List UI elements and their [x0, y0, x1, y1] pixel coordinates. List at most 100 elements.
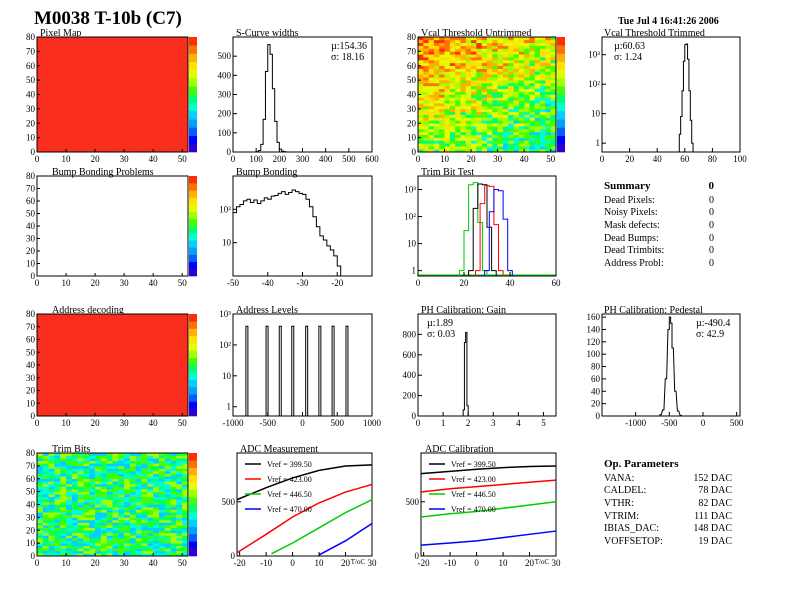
heatmap-cell [112, 460, 119, 464]
heatmap-cell [42, 525, 49, 528]
heatmap-cell [83, 496, 90, 500]
heatmap-cell [42, 453, 49, 456]
heatmap-cell [433, 68, 440, 72]
heatmap-cell [153, 522, 160, 526]
heatmap-cell [540, 88, 546, 92]
heatmap-cell [476, 97, 482, 101]
heatmap-cell [71, 545, 78, 549]
heatmap-cell [433, 42, 440, 46]
heatmap-cell [433, 74, 440, 78]
heatmap-cell [170, 458, 177, 462]
heatmap-cell [95, 453, 102, 456]
heatmap-cell [153, 494, 160, 498]
heatmap-cell [518, 140, 525, 144]
palette-swatch [189, 261, 197, 270]
heatmap-cell [135, 460, 142, 464]
heatmap-cell [518, 88, 525, 92]
heatmap-cell [176, 471, 183, 474]
heatmap-cell [471, 51, 477, 55]
heatmap-cell [444, 62, 451, 67]
heatmap-cell [524, 143, 530, 147]
heatmap-cell [124, 499, 131, 503]
heatmap-cell [492, 111, 498, 115]
heatmap-cell [66, 543, 73, 546]
heatmap-cell [465, 123, 472, 127]
heatmap-cell [444, 57, 451, 61]
heatmap-cell [124, 525, 131, 528]
heatmap-cell [42, 550, 49, 554]
heatmap-cell [433, 106, 440, 110]
heatmap-cell [481, 37, 488, 41]
heatmap-cell [182, 509, 189, 513]
heatmap-cell [471, 74, 477, 78]
summary-value: 0 [709, 194, 714, 206]
heatmap-cell [124, 483, 131, 487]
heatmap-cell [550, 100, 557, 104]
heatmap-cell [418, 108, 424, 113]
heatmap-cell [164, 481, 171, 485]
heatmap-cell [460, 108, 467, 113]
heatmap-cell [418, 100, 424, 104]
op-param-label: VTRIM: [604, 510, 639, 522]
heatmap-cell [153, 483, 160, 487]
heatmap-cell [460, 48, 467, 52]
heatmap-cell [42, 532, 49, 536]
heatmap-cell [476, 57, 482, 61]
y-tick-label: 0 [412, 147, 417, 157]
heatmap-cell [170, 545, 177, 549]
heatmap-cell [439, 100, 445, 104]
heatmap-cell [89, 494, 96, 498]
heatmap-cell [147, 481, 154, 485]
heatmap-cell [540, 80, 546, 84]
heatmap-cell [508, 48, 514, 52]
heatmap-cell [529, 134, 536, 138]
heatmap-cell [439, 137, 445, 141]
heatmap-cell [48, 532, 55, 536]
x-tick-label: 20 [91, 558, 101, 568]
heatmap-cell [60, 522, 67, 526]
heatmap-cell [124, 512, 131, 516]
heatmap-cell [481, 45, 488, 49]
heatmap-cell [124, 537, 131, 541]
heatmap-cell [112, 522, 119, 526]
heatmap-cell [487, 74, 493, 78]
heatmap-cell [124, 509, 131, 513]
heatmap-cell [118, 453, 125, 456]
heatmap-cell [141, 491, 148, 495]
heatmap-cell [135, 512, 142, 516]
heatmap-cell [460, 126, 467, 130]
heatmap-cell [476, 126, 482, 130]
heatmap-cell [428, 146, 435, 150]
summary-value: 0 [709, 232, 714, 244]
heatmap-cell [455, 45, 461, 49]
heatmap-cell [513, 103, 520, 107]
heatmap-cell [83, 535, 90, 539]
heatmap-cell [147, 530, 154, 534]
heatmap-cell [54, 522, 61, 526]
heatmap-cell [513, 62, 520, 67]
heatmap-cell [460, 106, 467, 110]
heatmap-cell [481, 97, 488, 101]
heatmap-cell [449, 103, 456, 107]
heatmap-cell [465, 103, 472, 107]
heatmap-cell [540, 126, 546, 130]
heatmap-cell [71, 486, 78, 490]
heatmap-cell [545, 54, 551, 58]
heatmap-cell [153, 473, 160, 477]
heatmap-cell [524, 134, 530, 138]
heatmap-cell [444, 149, 451, 153]
heatmap-cell [444, 83, 451, 87]
heatmap-cell [465, 94, 472, 98]
ph-gain-sigma: σ: 0.03 [427, 329, 456, 340]
heatmap-cell [60, 499, 67, 503]
heatmap-cell [112, 509, 119, 513]
heatmap-cell [497, 88, 504, 92]
heatmap-cell [147, 527, 154, 531]
heatmap-cell [449, 91, 456, 95]
heatmap-cell [48, 548, 55, 552]
heatmap-cell [487, 123, 493, 127]
heatmap-cell [508, 54, 514, 58]
heatmap-cell [518, 137, 525, 141]
heatmap-cell [444, 108, 451, 113]
heatmap-cell [433, 91, 440, 95]
